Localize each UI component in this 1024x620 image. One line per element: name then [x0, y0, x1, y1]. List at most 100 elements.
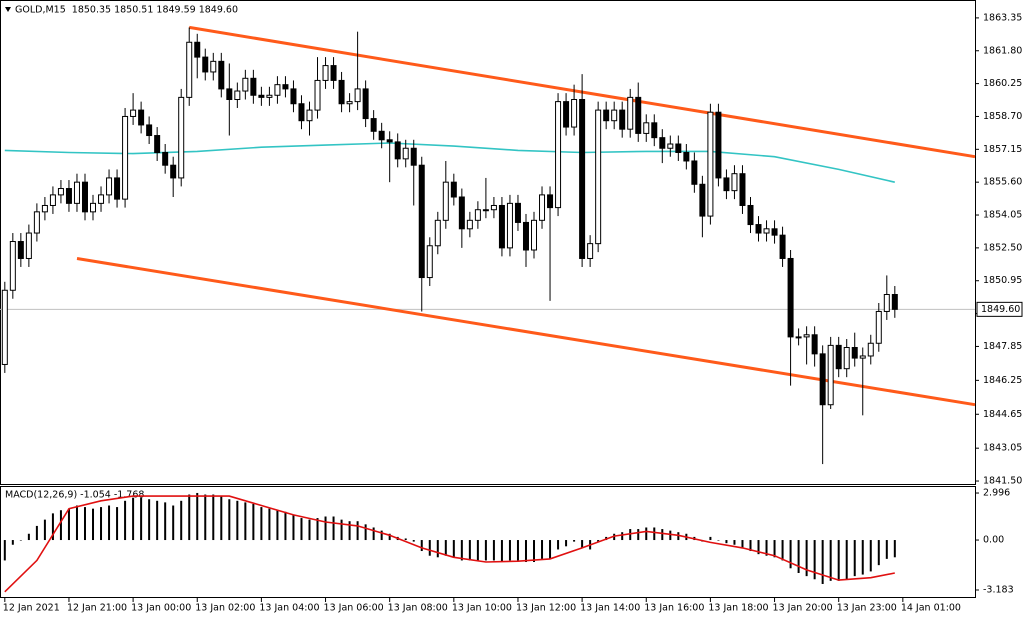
macd-bar [356, 521, 359, 541]
y-tick-label: 1846.25 [983, 375, 1022, 386]
y-tick-label: 1863.35 [983, 12, 1022, 23]
y-tick-label: 1850.95 [983, 275, 1022, 286]
macd-bar [645, 527, 648, 541]
candle-body [458, 196, 465, 230]
candle-body [338, 79, 345, 105]
candle-body [803, 334, 810, 338]
macd-bar [404, 538, 407, 541]
candle-body [138, 109, 145, 126]
macd-bar [877, 540, 880, 566]
macd-bar [92, 508, 95, 541]
macd-bar [749, 540, 752, 552]
y-tick-label: 1841.50 [983, 476, 1022, 487]
candle-body [33, 211, 40, 234]
macd-bar [500, 540, 503, 563]
candle-body [522, 221, 529, 251]
macd-bar [484, 540, 487, 561]
macd-bar [220, 496, 223, 541]
candle-body [81, 181, 88, 213]
candle-body [539, 194, 546, 221]
candle-body [250, 77, 257, 96]
macd-bar [412, 540, 415, 542]
macd-bar [83, 507, 86, 541]
candle-body [563, 101, 570, 128]
macd-bar [340, 519, 343, 541]
candle-body [619, 109, 626, 130]
macd-bar [444, 540, 447, 556]
candle-body [835, 344, 842, 370]
candle-body [1, 289, 8, 365]
menu-arrow[interactable] [5, 7, 11, 12]
candle-body [579, 99, 586, 259]
candle-body [370, 118, 377, 132]
macd-bar [51, 513, 54, 541]
candle-body [739, 173, 746, 206]
candle-body [707, 111, 714, 217]
macd-bar [43, 519, 46, 541]
macd-bar [573, 540, 576, 542]
macd-bar [140, 497, 143, 541]
candle-body [795, 336, 802, 339]
macd-bar [452, 540, 455, 558]
candle-body [450, 181, 457, 198]
candle-body [715, 111, 722, 179]
candle-body [194, 41, 201, 58]
candle-body [306, 109, 313, 122]
candle-body [418, 164, 425, 279]
macd-bar [27, 533, 30, 541]
macd-bar [516, 540, 519, 561]
y-tick-label: -3.183 [983, 584, 1014, 595]
candle-body [234, 90, 241, 101]
candle-body [314, 79, 321, 111]
candle-body [667, 143, 674, 149]
candle-body [635, 96, 642, 134]
macd-bar [212, 494, 215, 541]
y-tick-label: 1860.25 [983, 78, 1022, 89]
candle-body [555, 101, 562, 209]
candle-body [362, 88, 369, 120]
macd-bar [308, 519, 311, 541]
candle-body [595, 109, 602, 245]
macd-bar [148, 499, 151, 541]
candle-body [627, 96, 634, 130]
candle-body [49, 194, 56, 206]
candle-body [402, 147, 409, 160]
macd-bar [260, 507, 263, 541]
macd-bar [428, 540, 431, 556]
candle-body [65, 188, 72, 204]
y-tick-label: 1844.65 [983, 409, 1022, 420]
macd-bar [492, 540, 495, 561]
candle-body [603, 109, 610, 122]
candle-body [442, 181, 449, 221]
candle-body [9, 241, 16, 291]
candle-body [490, 204, 497, 211]
macd-bar [324, 516, 327, 541]
macd-bar [773, 540, 776, 558]
candle-body [162, 151, 169, 166]
candle-body [73, 181, 80, 204]
macd-bar [372, 527, 375, 541]
y-tick-label: 1858.70 [983, 111, 1022, 122]
macd-bar [797, 540, 800, 573]
candle-body [851, 346, 858, 359]
candle-body [90, 202, 97, 213]
x-tick-label: 12 Jan 21:00 [67, 603, 127, 614]
macd-bar [733, 540, 736, 545]
candle-body [322, 65, 329, 81]
macd-bar [661, 529, 664, 541]
main-panel-frame [0, 0, 976, 485]
candle-body [17, 241, 24, 259]
candle-body [130, 109, 137, 117]
macd-bar [292, 514, 295, 541]
candle-body [587, 243, 594, 259]
macd-bar [75, 505, 78, 541]
y-tick-label: 1855.60 [983, 177, 1022, 188]
macd-bar [869, 540, 872, 572]
macd-bar [524, 540, 527, 563]
macd-bar [460, 540, 463, 561]
macd-bar [541, 540, 544, 559]
macd-bar [124, 500, 127, 541]
macd-bar [893, 540, 896, 558]
candle-body [699, 183, 706, 217]
